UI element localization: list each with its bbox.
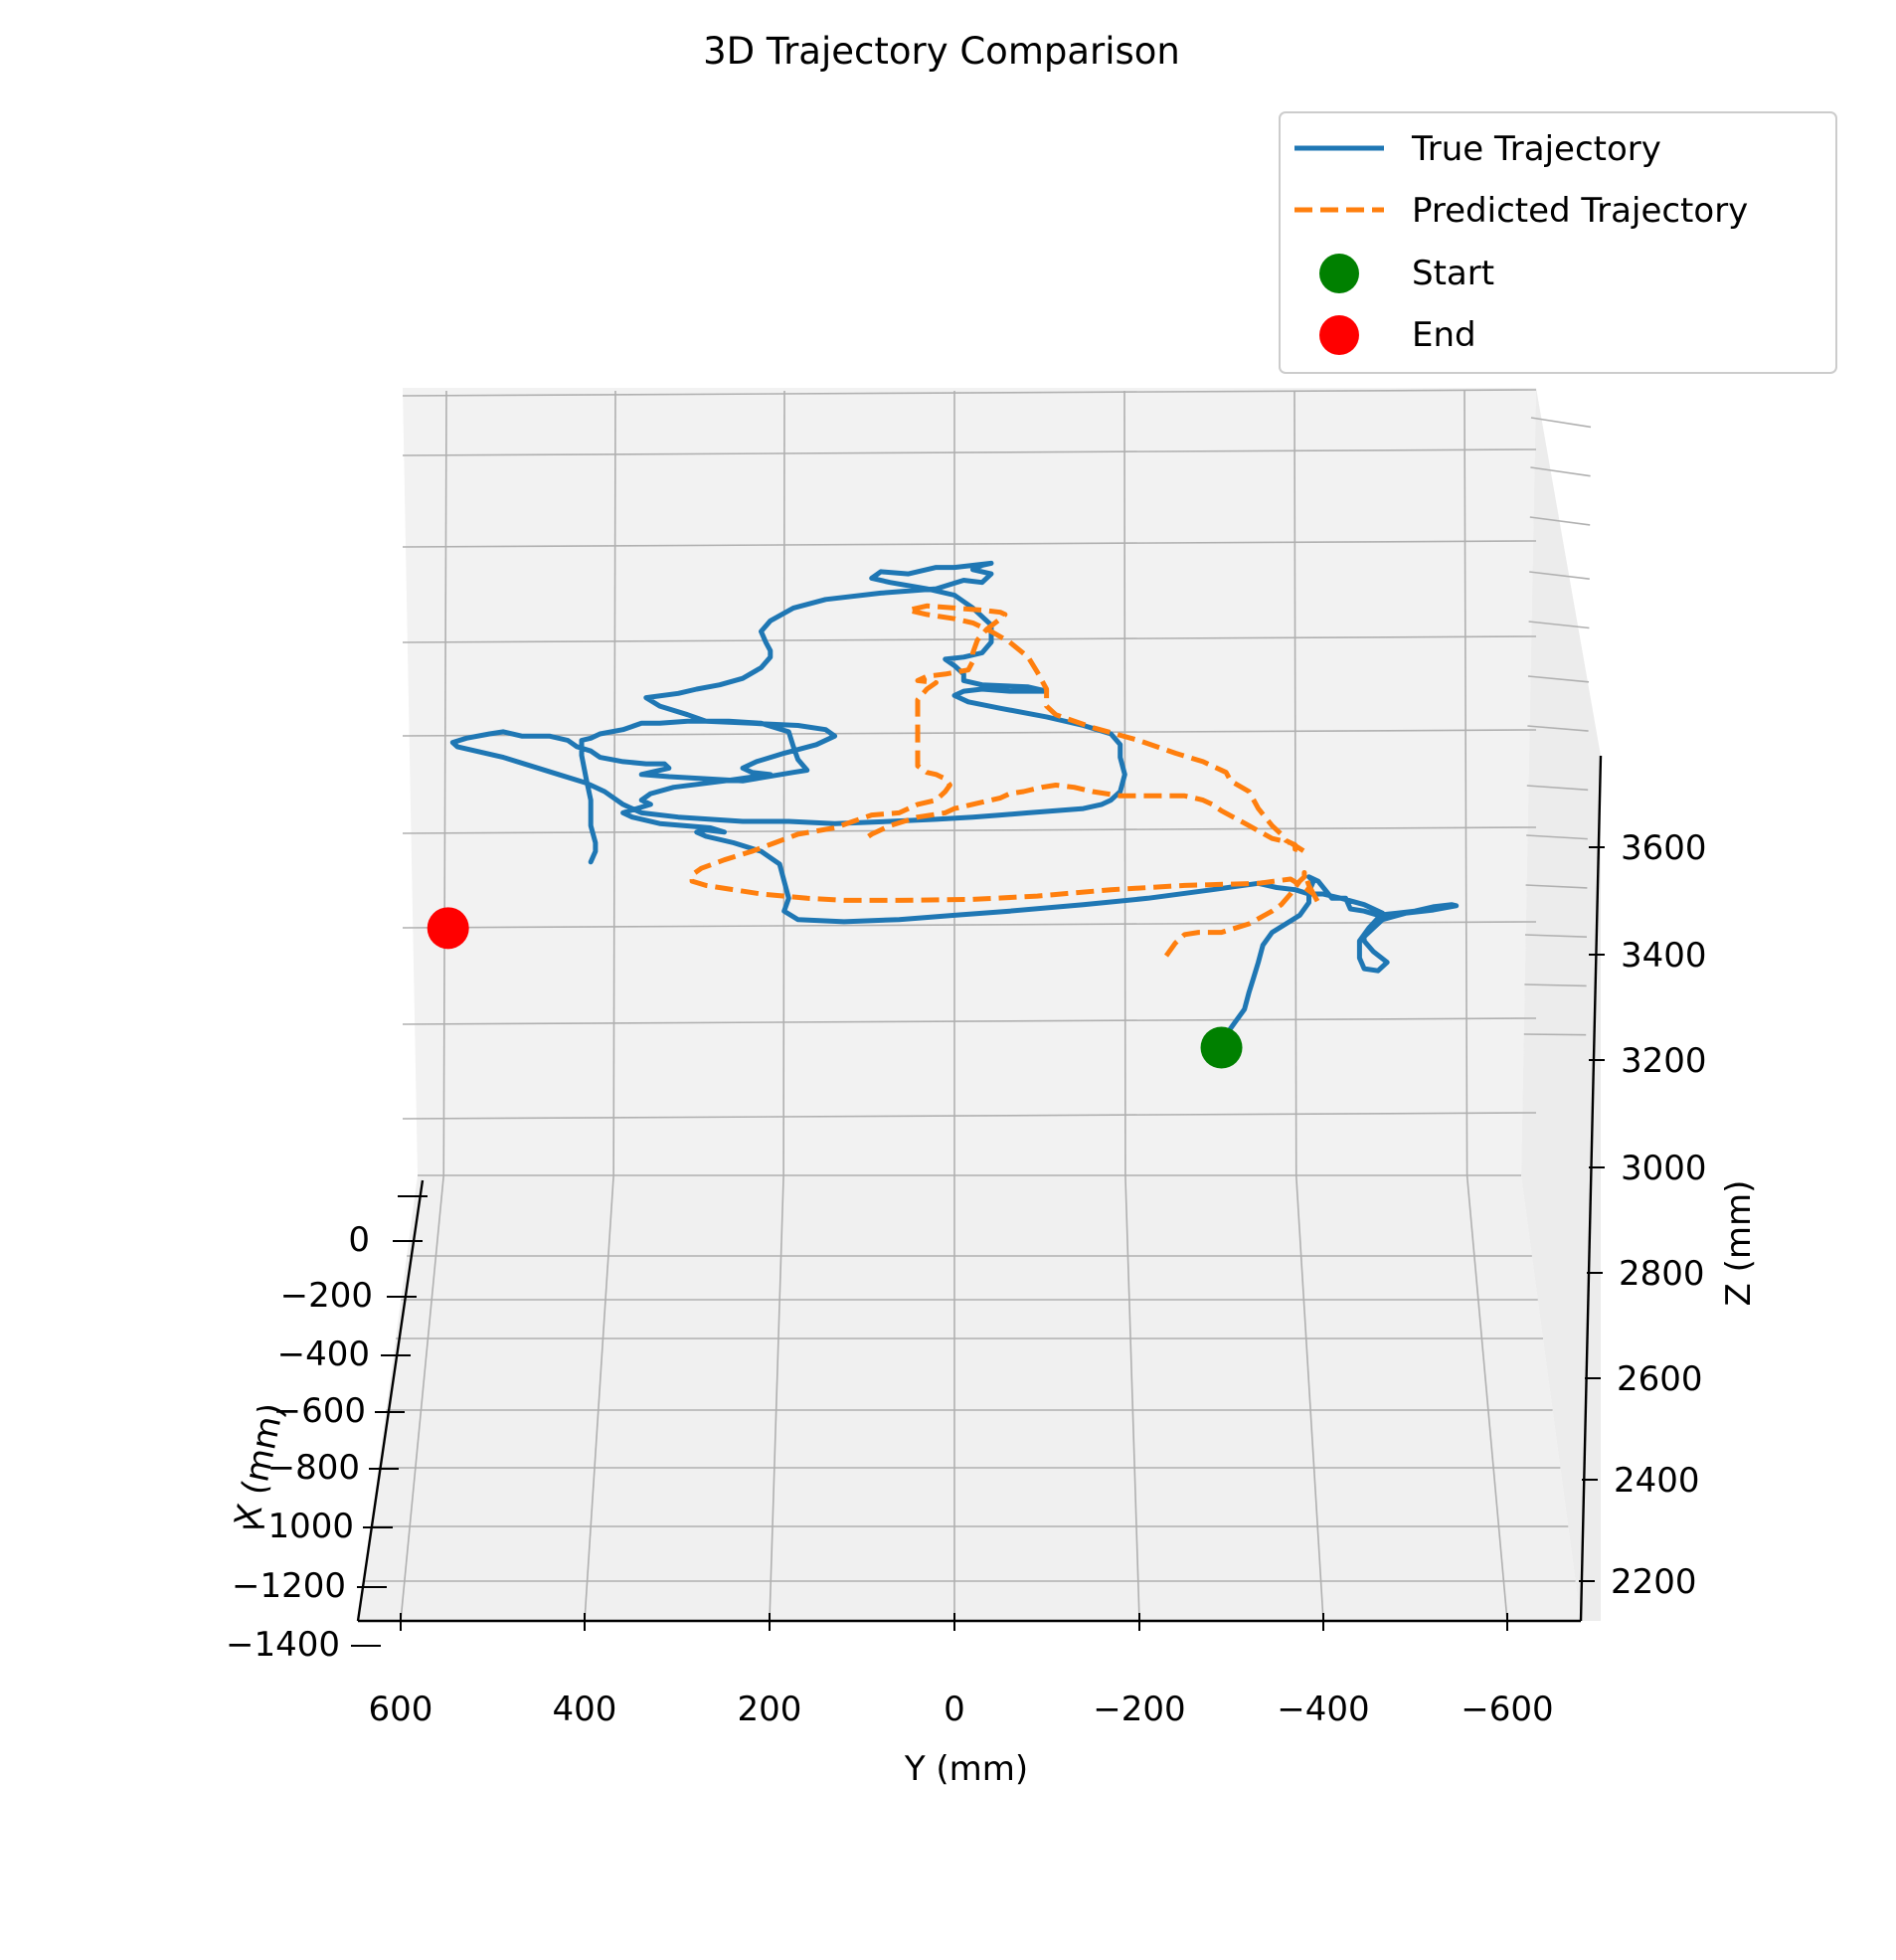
y-axis-label: Y (mm) — [904, 1749, 1028, 1789]
grid-line-side — [1530, 417, 1592, 429]
grid-line-floor — [584, 1174, 614, 1622]
grid-line-horizontal — [402, 635, 1537, 643]
z-tick-label: 3200 — [1621, 1041, 1707, 1081]
grid-line-horizontal — [402, 540, 1537, 548]
grid-line-side — [1529, 571, 1590, 581]
grid-line-side — [1529, 516, 1591, 526]
back-pane — [403, 388, 1536, 1175]
y-tick-label: 200 — [738, 1690, 802, 1729]
grid-line-side — [1526, 785, 1589, 792]
series-layer — [449, 560, 1460, 1050]
grid-line-floor — [1294, 1174, 1324, 1622]
grid-line-floor — [1465, 1174, 1508, 1622]
grid-line-side — [1526, 834, 1588, 840]
z-axis-ticks: 3600 3400 3200 3000 2800 2600 2400 2200 — [1579, 828, 1707, 1602]
grid-line-side — [1524, 983, 1587, 987]
x-tick-label: −400 — [277, 1335, 370, 1374]
grid-lines — [363, 389, 1592, 1622]
marker-layer — [427, 907, 1243, 1069]
y-tick-label: −400 — [1277, 1690, 1369, 1729]
legend-true-label: True Trajectory — [1411, 129, 1661, 169]
z-axis-label: Z (mm) — [1719, 1180, 1759, 1307]
end-marker — [427, 907, 469, 950]
grid-line-horizontal — [402, 729, 1537, 737]
grid-line-horizontal — [402, 1017, 1537, 1025]
x-tick-label: −800 — [267, 1448, 360, 1488]
y-tick-label: 0 — [944, 1690, 965, 1729]
z-tick-label: 3600 — [1621, 828, 1707, 868]
grid-line-vertical — [612, 390, 616, 1176]
x-tick-label: −1400 — [226, 1625, 340, 1665]
grid-line-horizontal — [402, 448, 1537, 456]
y-tick-label: −200 — [1093, 1690, 1185, 1729]
y-tick-label: −600 — [1461, 1690, 1553, 1729]
grid-line-side — [1527, 725, 1589, 732]
legend-end-marker — [1319, 315, 1359, 355]
grid-line-vertical — [1464, 390, 1468, 1176]
grid-line-floor — [1124, 1174, 1140, 1622]
axis-lines — [356, 755, 1603, 1623]
grid-line-horizontal — [402, 1112, 1537, 1120]
grid-line-vertical — [782, 390, 785, 1176]
grid-line-side — [1530, 466, 1591, 477]
z-tick-label: 2600 — [1617, 1359, 1703, 1399]
legend-start-label: Start — [1412, 254, 1494, 293]
legend-end-label: End — [1412, 315, 1476, 355]
z-tick-label: 3400 — [1621, 936, 1707, 976]
x-tick-label: −600 — [273, 1391, 366, 1431]
legend-frame — [1279, 111, 1837, 374]
grid-line-side — [1527, 675, 1590, 683]
grid-line-side — [1523, 1033, 1587, 1036]
y-tick-label: 600 — [369, 1690, 433, 1729]
grid-line-side — [1524, 934, 1588, 938]
x-tick-label: −200 — [280, 1276, 373, 1316]
legend-predicted-label: Predicted Trajectory — [1412, 191, 1748, 231]
grid-line-floor — [400, 1174, 445, 1622]
z-tick-label: 2800 — [1619, 1254, 1705, 1294]
y-tick-label: 400 — [553, 1690, 617, 1729]
grid-line-horizontal — [402, 389, 1537, 397]
grid-line-side — [1528, 621, 1590, 629]
predicted-trajectory-line — [689, 603, 1321, 958]
true-trajectory-line — [449, 560, 1460, 1050]
x-tick-label: −1000 — [240, 1507, 354, 1546]
x-axis-ticks: 0 −200 −400 −600 −800 −1000 −1200 −1400 — [226, 1195, 428, 1665]
z-axis-line — [1579, 755, 1603, 1622]
z-tick-label: 3000 — [1621, 1149, 1707, 1188]
z-tick-label: 2200 — [1611, 1562, 1697, 1602]
z-tick-label: 2400 — [1614, 1461, 1700, 1501]
x-tick-label: 0 — [348, 1220, 370, 1260]
grid-line-vertical — [1293, 390, 1297, 1176]
chart-title: 3D Trajectory Comparison — [703, 30, 1180, 73]
x-axis-line — [356, 1179, 425, 1622]
grid-line-side — [1525, 884, 1588, 889]
grid-line-vertical — [442, 390, 447, 1176]
legend: True Trajectory Predicted Trajectory Sta… — [1279, 111, 1837, 374]
grid-line-horizontal — [402, 921, 1537, 929]
x-tick-label: −1200 — [232, 1566, 346, 1606]
y-axis-ticks: 600 400 200 0 −200 −400 −600 — [369, 1613, 1554, 1729]
grid-line-floor — [769, 1174, 784, 1622]
start-marker — [1200, 1026, 1243, 1069]
legend-start-marker — [1319, 254, 1359, 293]
floor-pane — [358, 1175, 1581, 1621]
side-pane — [1521, 388, 1601, 1621]
